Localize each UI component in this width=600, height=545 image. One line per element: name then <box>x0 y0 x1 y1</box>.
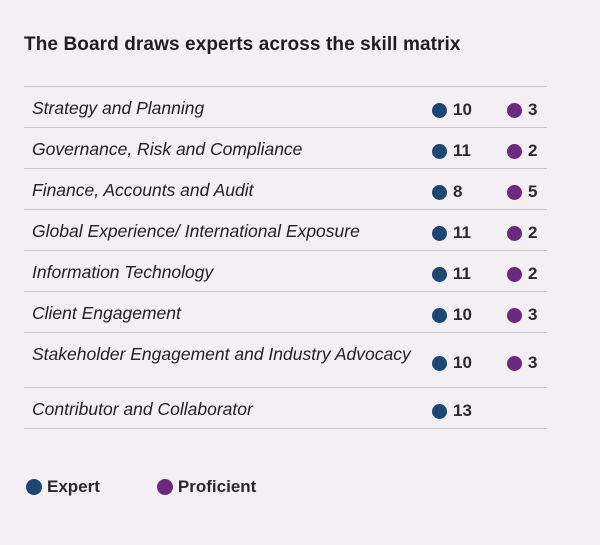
expert-count-cell: 10 <box>432 305 472 325</box>
legend-label-proficient: Proficient <box>177 477 257 496</box>
proficient-count: 5 <box>528 182 538 201</box>
matrix-row: Client Engagement 10 3 <box>24 292 547 333</box>
matrix-row: Strategy and Planning 10 3 <box>24 87 547 128</box>
skill-label: Stakeholder Engagement and Industry Advo… <box>32 344 411 364</box>
expert-count: 11 <box>453 223 471 242</box>
proficient-count-cell: 2 <box>507 141 537 161</box>
expert-count: 10 <box>453 100 472 119</box>
proficient-dot-icon <box>507 355 522 371</box>
proficient-dot-icon <box>507 184 522 200</box>
expert-dot-icon <box>432 184 447 200</box>
proficient-dot-icon <box>507 307 522 323</box>
legend-label-expert: Expert <box>47 477 100 496</box>
expert-dot-icon <box>432 355 447 371</box>
expert-count-cell: 11 <box>432 223 471 243</box>
skill-label: Global Experience/ International Exposur… <box>32 221 360 241</box>
matrix-row: Finance, Accounts and Audit 8 5 <box>24 169 547 210</box>
proficient-dot-icon <box>507 143 522 159</box>
expert-dot-icon <box>432 143 447 159</box>
proficient-dot-icon <box>156 479 173 495</box>
proficient-count: 2 <box>528 264 538 283</box>
proficient-count-cell: 5 <box>507 182 537 202</box>
expert-dot-icon <box>432 225 447 241</box>
expert-count: 10 <box>453 305 472 324</box>
expert-dot-icon <box>432 266 447 282</box>
expert-dot-icon <box>432 102 447 118</box>
expert-count-cell: 13 <box>432 401 472 421</box>
expert-dot-icon <box>432 307 447 323</box>
expert-count: 10 <box>453 353 472 372</box>
expert-dot-icon <box>432 403 447 419</box>
skill-label: Finance, Accounts and Audit <box>32 180 254 200</box>
skill-label: Client Engagement <box>32 303 181 323</box>
proficient-count: 3 <box>528 100 538 119</box>
legend-item-expert: Expert <box>26 477 100 497</box>
expert-count: 13 <box>453 401 472 420</box>
expert-count-cell: 10 <box>432 100 472 120</box>
skill-label: Contributor and Collaborator <box>32 399 253 419</box>
matrix-row: Contributor and Collaborator 13 <box>24 388 547 429</box>
proficient-count-cell: 2 <box>507 264 537 284</box>
expert-count-cell: 8 <box>432 182 462 202</box>
proficient-dot-icon <box>507 225 522 241</box>
expert-count: 8 <box>453 182 463 201</box>
skill-label: Information Technology <box>32 262 214 282</box>
matrix-row: Governance, Risk and Compliance 11 2 <box>24 128 547 169</box>
legend-item-proficient: Proficient <box>156 477 257 497</box>
proficient-count-cell: 3 <box>507 353 537 373</box>
expert-count: 11 <box>453 264 471 283</box>
proficient-count: 3 <box>528 353 538 372</box>
expert-dot-icon <box>26 479 42 495</box>
matrix-row: Stakeholder Engagement and Industry Advo… <box>24 333 547 388</box>
skill-matrix: Strategy and Planning 10 3 Governance, R… <box>24 86 547 429</box>
legend: Expert Proficient <box>26 477 256 497</box>
expert-count-cell: 11 <box>432 264 471 284</box>
skill-label: Strategy and Planning <box>32 98 205 118</box>
proficient-count: 2 <box>528 223 538 242</box>
proficient-dot-icon <box>507 102 522 118</box>
page-title: The Board draws experts across the skill… <box>24 34 461 55</box>
skill-label: Governance, Risk and Compliance <box>32 139 303 159</box>
proficient-count-cell: 3 <box>507 100 537 120</box>
expert-count: 11 <box>453 141 471 160</box>
proficient-count: 3 <box>528 305 538 324</box>
expert-count-cell: 10 <box>432 353 472 373</box>
proficient-count-cell: 2 <box>507 223 537 243</box>
proficient-count-cell: 3 <box>507 305 537 325</box>
matrix-row: Information Technology 11 2 <box>24 251 547 292</box>
proficient-count: 2 <box>528 141 538 160</box>
matrix-row: Global Experience/ International Exposur… <box>24 210 547 251</box>
proficient-dot-icon <box>507 266 522 282</box>
expert-count-cell: 11 <box>432 141 471 161</box>
